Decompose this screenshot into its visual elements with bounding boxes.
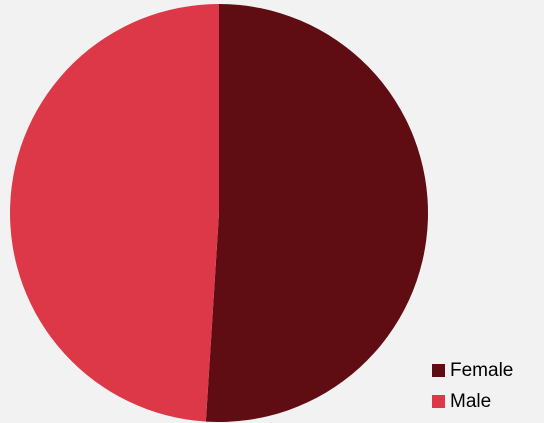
pie-slice [205, 4, 429, 423]
legend-swatch [432, 395, 445, 408]
legend-swatch [432, 364, 445, 377]
legend-label: Female [450, 360, 513, 381]
pie-slice [10, 4, 219, 422]
legend-label: Male [450, 391, 491, 412]
